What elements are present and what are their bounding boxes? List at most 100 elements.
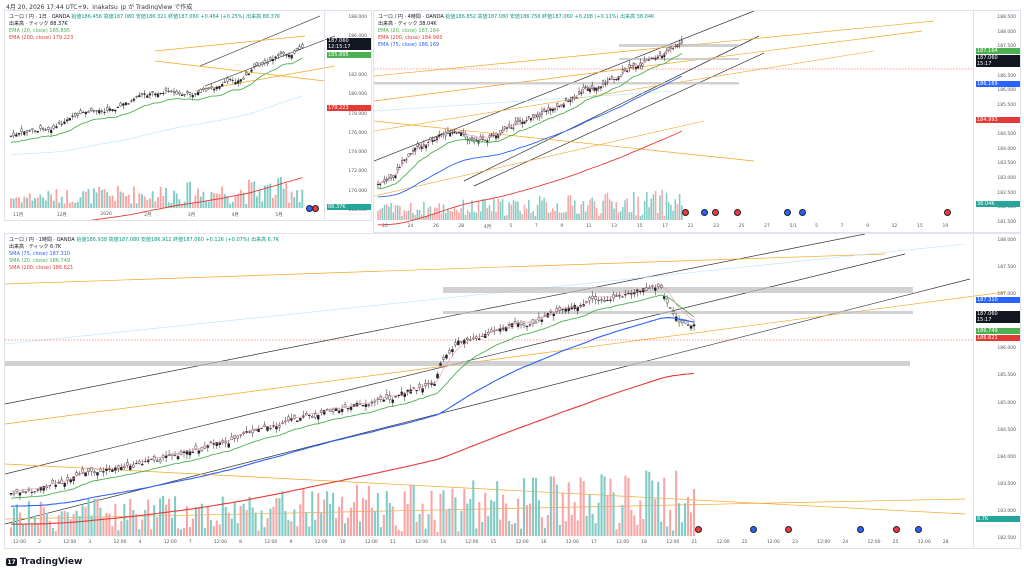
h1-sma200-tag: 186.621 xyxy=(976,335,1020,341)
time-tick-label: 21 xyxy=(687,224,694,229)
time-tick-label: 4月 xyxy=(231,213,239,218)
h1-volume-tag: 6.7K xyxy=(976,516,1020,522)
h1-sma75-label: SMA (75, close) 187.310 xyxy=(9,251,71,257)
time-tick-label: 22 xyxy=(741,540,748,545)
time-tick-label: 12:00 xyxy=(113,540,127,545)
time-tick-label: 15 xyxy=(490,540,497,545)
time-tick-label: 8 xyxy=(239,540,243,545)
time-tick-label: 12:00 xyxy=(415,540,429,545)
h1-chart-canvas[interactable] xyxy=(5,234,1020,548)
economic-event-marker-icon[interactable] xyxy=(799,209,806,216)
price-tick-label: 187.500 xyxy=(997,44,1016,50)
time-tick-label: 13 xyxy=(611,224,618,229)
h4-ema20-tag: 187.164 xyxy=(976,48,1020,54)
price-tick-label: 178.000 xyxy=(348,111,367,117)
h4-ohlc: 始値186.852 高値187.080 安値186.756 終値187.060 … xyxy=(445,14,655,20)
daily-legend: ユーロ / 円 · 1日 · OANDA 始値186.456 高値187.080… xyxy=(9,14,280,42)
price-tick-label: 183.500 xyxy=(997,161,1016,167)
h1-legend: ユーロ / 円 · 1時間 · OANDA 始値186.938 高値187.08… xyxy=(9,237,279,272)
economic-event-marker-icon[interactable] xyxy=(784,209,791,216)
h1-sma200-label: SMA (200, close) 186.621 xyxy=(9,265,74,271)
time-tick-label: 11月 xyxy=(13,213,24,218)
time-tick-label: 28 xyxy=(942,540,949,545)
time-tick-label: 18 xyxy=(641,540,648,545)
time-tick-label: 2月 xyxy=(144,213,152,218)
h1-volume-label: 出来高 · ティック 6.7K xyxy=(9,244,62,250)
price-tick-label: 186.000 xyxy=(997,346,1016,352)
h1-sma20-tag: 186.749 xyxy=(976,328,1020,334)
time-tick-label: 11 xyxy=(585,224,592,229)
time-tick-label: 12:00 xyxy=(515,540,529,545)
time-tick-label: 12:00 xyxy=(716,540,730,545)
economic-event-marker-icon[interactable] xyxy=(915,526,922,533)
price-tick-label: 168.000 xyxy=(348,208,367,213)
time-tick-label: 21 xyxy=(691,540,698,545)
time-tick-label: 3月 xyxy=(187,213,196,218)
news-event-marker-icon[interactable] xyxy=(695,526,702,533)
economic-event-marker-icon[interactable] xyxy=(857,526,864,533)
price-tick-label: 186.500 xyxy=(997,73,1016,79)
time-tick-label: 28 xyxy=(458,224,465,229)
h1-price-tag: 187.060 15:17 xyxy=(976,311,1020,323)
chart-pane-4h[interactable]: ユーロ / 円 · 4時間 · OANDA 始値186.852 高値187.08… xyxy=(373,10,1021,233)
price-tick-label: 186.000 xyxy=(348,34,367,40)
time-tick-label: 12:00 xyxy=(364,540,378,545)
chart-pane-daily[interactable]: ユーロ / 円 · 1日 · OANDA 始値186.456 高値187.080… xyxy=(4,10,372,221)
price-tick-label: 187.500 xyxy=(997,265,1016,271)
price-tick-label: 184.500 xyxy=(997,132,1016,138)
daily-chart-canvas[interactable] xyxy=(5,11,371,220)
time-tick-label: 15 xyxy=(917,224,923,229)
time-tick-label: 7 xyxy=(840,224,844,229)
news-event-marker-icon[interactable] xyxy=(893,526,900,533)
time-tick-label: 2026 xyxy=(100,212,112,217)
time-tick-label: 25 xyxy=(738,224,745,229)
news-event-marker-icon[interactable] xyxy=(682,209,689,216)
price-tick-label: 172.000 xyxy=(348,169,367,175)
h1-price-axis[interactable]: 188.000187.500187.000186.500186.000185.5… xyxy=(973,234,1020,548)
price-tick-label: 185.500 xyxy=(997,373,1016,379)
time-tick-label: 5 xyxy=(509,224,513,229)
news-event-marker-icon[interactable] xyxy=(734,209,741,216)
price-tick-label: 185.000 xyxy=(997,400,1016,406)
time-tick-label: 19 xyxy=(942,224,949,229)
economic-event-marker-icon[interactable] xyxy=(750,526,757,533)
time-tick-label: 23 xyxy=(713,224,719,229)
h4-chart-canvas[interactable] xyxy=(374,11,1020,232)
time-tick-label: 12:00 xyxy=(917,540,931,545)
time-tick-label: 12:00 xyxy=(817,540,831,545)
time-tick-label: 17 xyxy=(662,224,668,229)
news-event-marker-icon[interactable] xyxy=(712,209,719,216)
news-event-marker-icon[interactable] xyxy=(785,526,792,533)
time-tick-label: 20 xyxy=(382,224,388,229)
price-tick-label: 182.000 xyxy=(348,72,367,78)
tradingview-brand: TradingView xyxy=(20,557,83,567)
news-event-marker-icon[interactable] xyxy=(312,205,319,212)
time-tick-label: 12:00 xyxy=(264,540,278,545)
price-tick-label: 181.500 xyxy=(997,220,1016,225)
time-tick-label: 25 xyxy=(892,540,899,545)
h1-title: ユーロ / 円 · 1時間 · OANDA xyxy=(9,237,75,243)
chart-pane-1h[interactable]: ユーロ / 円 · 1時間 · OANDA 始値186.938 高値187.08… xyxy=(4,233,1021,549)
h4-price-tag: 187.060 15:17 xyxy=(976,55,1020,67)
time-tick-label: 12:00 xyxy=(13,540,26,545)
time-tick-label: 9 xyxy=(289,540,293,545)
price-tick-label: 174.000 xyxy=(348,150,367,156)
tradingview-footer[interactable]: 17 TradingView xyxy=(6,557,82,567)
price-tick-label: 184.500 xyxy=(997,427,1016,433)
time-tick-label: 12:00 xyxy=(565,540,579,545)
price-tick-label: 184.000 xyxy=(997,146,1016,152)
price-tick-label: 176.000 xyxy=(348,130,367,136)
price-tick-label: 183.500 xyxy=(997,481,1016,487)
price-tick-label: 182.500 xyxy=(997,190,1016,196)
daily-ema200-label: EMA (200, close) 179.223 xyxy=(9,35,74,41)
h1-sma75-tag: 187.310 xyxy=(976,297,1020,303)
price-tick-label: 188.500 xyxy=(997,15,1016,20)
daily-ema20-tag: 185.895 xyxy=(327,52,371,58)
time-tick-label: 9 xyxy=(866,224,869,229)
price-tick-label: 188.000 xyxy=(348,15,367,20)
economic-event-marker-icon[interactable] xyxy=(701,209,708,216)
price-tick-label: 180.000 xyxy=(348,92,367,98)
price-tick-label: 183.000 xyxy=(997,176,1016,182)
news-event-marker-icon[interactable] xyxy=(944,209,951,216)
time-tick-label: 12:00 xyxy=(214,540,228,545)
